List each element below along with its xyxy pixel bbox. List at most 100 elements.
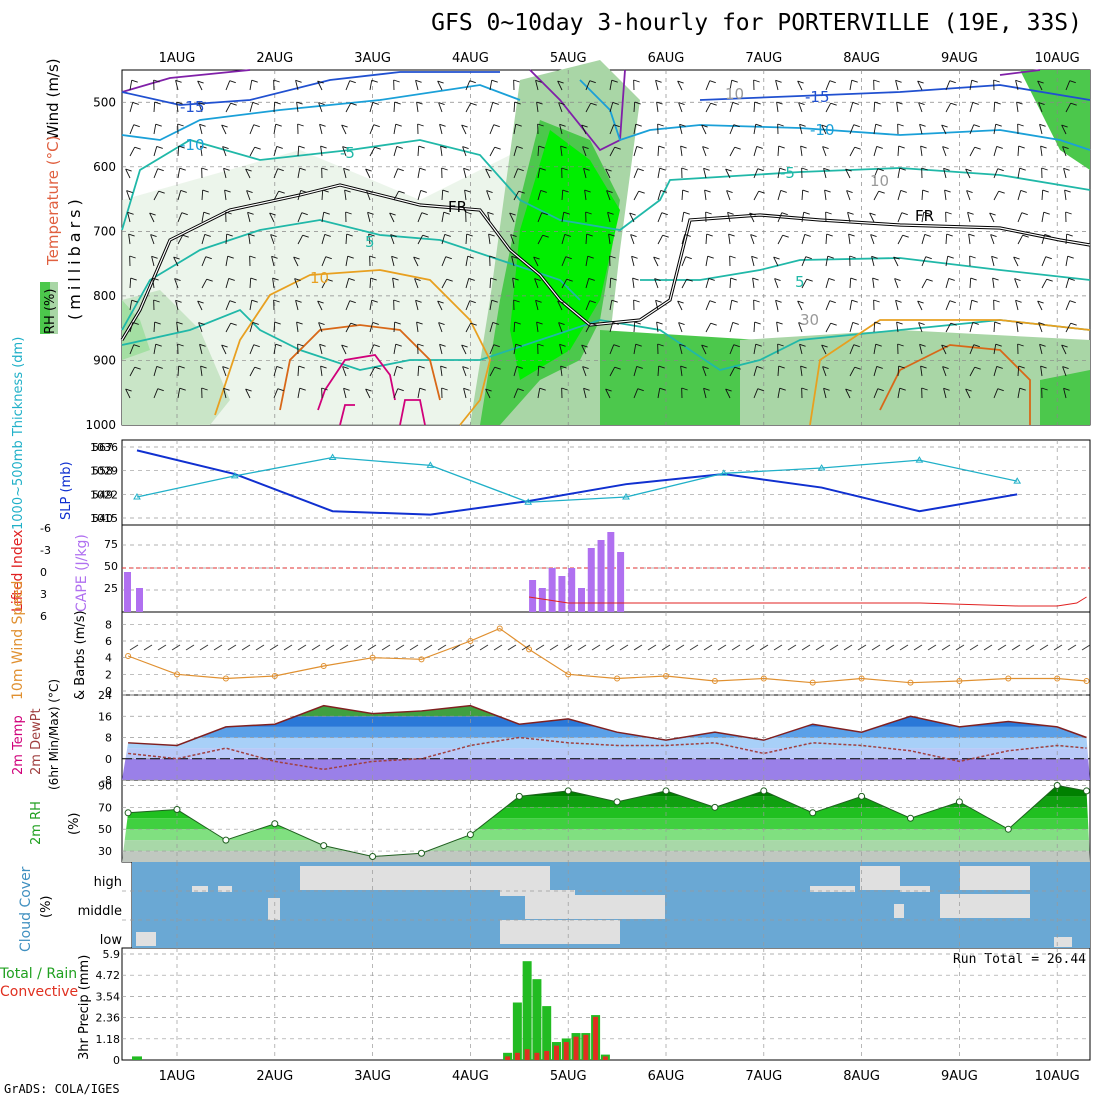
date-label-top: 2AUG bbox=[256, 51, 293, 66]
wind-barb-flag bbox=[655, 299, 662, 303]
wind-barb-flag bbox=[703, 387, 710, 391]
wind-barb bbox=[725, 168, 731, 179]
wind-barb-flag bbox=[659, 387, 666, 391]
contour-label: -10 bbox=[180, 136, 205, 154]
rh-point bbox=[124, 809, 132, 817]
wind-barb bbox=[318, 322, 323, 333]
thickness-line bbox=[136, 456, 1018, 503]
wind-barb-flag bbox=[924, 233, 931, 237]
wind-barb bbox=[799, 124, 803, 135]
wind-speed-point bbox=[760, 675, 767, 682]
wind-barb-flag bbox=[469, 300, 476, 304]
wind-barb-flag bbox=[876, 365, 883, 369]
wind-barb-flag bbox=[493, 124, 500, 128]
wind-barb bbox=[728, 234, 731, 245]
wind-barb-flag bbox=[680, 145, 687, 149]
wind-barb-flag bbox=[899, 167, 906, 171]
wind-barb-flag bbox=[487, 211, 494, 215]
temp-contour-plus10 bbox=[214, 269, 1091, 426]
wind-barb-flag bbox=[560, 145, 567, 149]
wind-barb-flag bbox=[563, 211, 570, 215]
wind-barb bbox=[392, 278, 395, 289]
wind-speed-line bbox=[127, 627, 1087, 684]
temperature-axis-label: Temperature (°C) bbox=[44, 136, 62, 266]
wind-barb-10m bbox=[731, 644, 741, 651]
wind-barb-10m bbox=[1053, 644, 1063, 651]
wind-barb-flag bbox=[558, 322, 565, 326]
slp-tick: 1022 bbox=[90, 488, 118, 501]
wind-barb-flag bbox=[251, 299, 258, 303]
cape-bar bbox=[558, 576, 566, 612]
wind-barb-flag bbox=[440, 365, 447, 369]
wind-barb-flag bbox=[182, 234, 189, 238]
wind-barb bbox=[585, 300, 591, 311]
wind-barb-flag bbox=[610, 277, 617, 281]
wind-barb bbox=[561, 212, 565, 223]
wind-barb bbox=[918, 102, 923, 113]
wind-barb bbox=[993, 168, 999, 179]
wind-barb-10m bbox=[409, 644, 419, 651]
wind-barb bbox=[1017, 145, 1020, 157]
wind-barb-10m bbox=[339, 644, 349, 651]
wind-barb bbox=[705, 233, 708, 245]
wind-speed-point bbox=[467, 638, 474, 644]
wind-barb bbox=[1065, 300, 1071, 311]
wind-barb-flag bbox=[223, 387, 230, 391]
wind-barb bbox=[197, 300, 203, 311]
wind-barb-flag bbox=[318, 102, 325, 106]
temp-tick: 24 bbox=[98, 689, 112, 702]
wind-barb-flag bbox=[420, 189, 427, 193]
wind-barb-flag bbox=[466, 233, 473, 237]
wind-barb bbox=[513, 124, 517, 135]
wind-barb bbox=[654, 278, 659, 289]
wind-barb bbox=[1017, 190, 1022, 201]
cape-bar bbox=[577, 588, 585, 612]
wind-barb-flag bbox=[372, 321, 379, 325]
wind-barb bbox=[605, 168, 611, 179]
wind-barb bbox=[607, 212, 611, 223]
thickness-marker bbox=[622, 492, 630, 500]
wind-barb-flag bbox=[1019, 167, 1026, 171]
wind-barb-flag bbox=[894, 278, 901, 282]
wind-barb bbox=[489, 80, 493, 91]
wind-barb-flag bbox=[1039, 123, 1046, 127]
date-label-top: 8AUG bbox=[843, 51, 880, 66]
wind-barb-flag bbox=[1038, 322, 1045, 326]
wind-barb bbox=[393, 344, 397, 355]
wind-barb-flag bbox=[443, 211, 450, 215]
wind-barb bbox=[633, 124, 637, 135]
wind-barb-10m bbox=[773, 644, 783, 651]
wind-barb-flag bbox=[438, 102, 445, 106]
wind-barb-flag bbox=[494, 146, 501, 150]
wind-barb-flag bbox=[374, 366, 381, 370]
wind-barb bbox=[655, 80, 659, 91]
wind-barb-flag bbox=[488, 233, 495, 237]
slp-tick: 1015 bbox=[90, 512, 118, 525]
wind-barb-flag bbox=[439, 123, 446, 127]
wind-barb bbox=[849, 322, 854, 333]
wind-barb bbox=[1041, 189, 1044, 201]
wind-barb bbox=[462, 146, 467, 157]
wind-barb-flag bbox=[878, 190, 885, 194]
wind-barb-10m bbox=[885, 644, 895, 651]
wind-barb-flag bbox=[1019, 387, 1026, 391]
wind-barb bbox=[151, 256, 155, 267]
wind-barb bbox=[873, 168, 879, 179]
wind-barb bbox=[129, 124, 135, 135]
wind-barb-flag bbox=[732, 321, 739, 325]
wind-barb bbox=[294, 278, 299, 289]
wind-barb bbox=[1040, 366, 1043, 377]
wind-barb-flag bbox=[968, 233, 975, 237]
wind-barb bbox=[177, 365, 180, 377]
wind-barb bbox=[345, 233, 348, 245]
wind-barb-flag bbox=[415, 299, 422, 303]
wind-barb-flag bbox=[777, 343, 784, 347]
wind-barb bbox=[365, 168, 371, 179]
wind-barb bbox=[921, 256, 927, 267]
thickness-marker bbox=[328, 453, 337, 461]
wind-barb bbox=[486, 190, 491, 201]
precip-conv-bar bbox=[593, 1016, 599, 1060]
wind-barb-flag bbox=[755, 343, 762, 347]
wind-barb-flag bbox=[205, 256, 212, 260]
